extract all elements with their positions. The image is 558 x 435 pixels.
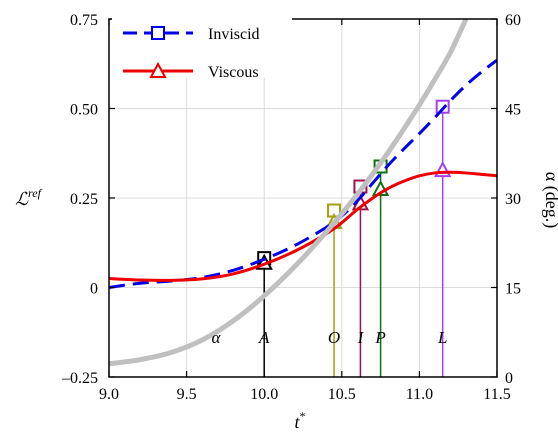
y-tick-label: 0 [90,281,98,298]
event-label-L: L [437,328,447,347]
x-tick-label: 11.5 [483,386,510,403]
y2-tick-label: 30 [505,191,521,208]
legend-inviscid-label: Inviscid [208,26,260,43]
y-tick-label: –0.25 [61,370,98,387]
inviscid-marker-L [435,99,450,114]
x-tick-label: 10.5 [328,386,356,403]
y2-tick-label: 15 [505,281,521,298]
y2-axis-label: α (deg.) [541,172,558,228]
tick-labels: 9.0 9.5 10.0 10.5 11.0 11.5 –0.25 0 0.25 0.50 0.75… [61,12,521,403]
event-label-O: O [328,328,340,347]
y-axis-label: ℒref [15,186,43,209]
series-line-1 [109,170,497,282]
y2-tick-label: 60 [505,12,521,29]
series-line-2 [109,19,469,367]
alpha-curve-label: α [212,328,222,347]
legend-viscous-marker [149,61,167,78]
x-tick-label: 11.0 [406,386,433,403]
event-label-P: P [374,328,385,347]
x-axis-label: t* [294,409,305,432]
y2-tick-label: 45 [505,102,521,119]
series-line-0 [109,58,497,289]
y-tick-label: 0.25 [70,191,98,208]
data-series [109,19,497,367]
y2-tick-label: 0 [505,370,513,387]
y-tick-label: 0.50 [70,102,98,119]
legend-viscous-label: Viscous [208,64,259,81]
y-tick-label: 0.75 [70,12,98,29]
grid-lines [109,19,497,377]
legend-inviscid-marker [151,26,165,40]
axes [108,18,498,378]
x-tick-label: 9.5 [177,386,197,403]
legend: Inviscid Viscous [112,16,292,81]
x-tick-label: 10.0 [250,386,278,403]
event-label-I: I [357,328,365,347]
x-tick-label: 9.0 [99,386,119,403]
legend-background [112,16,292,78]
event-label-A: A [258,328,270,347]
